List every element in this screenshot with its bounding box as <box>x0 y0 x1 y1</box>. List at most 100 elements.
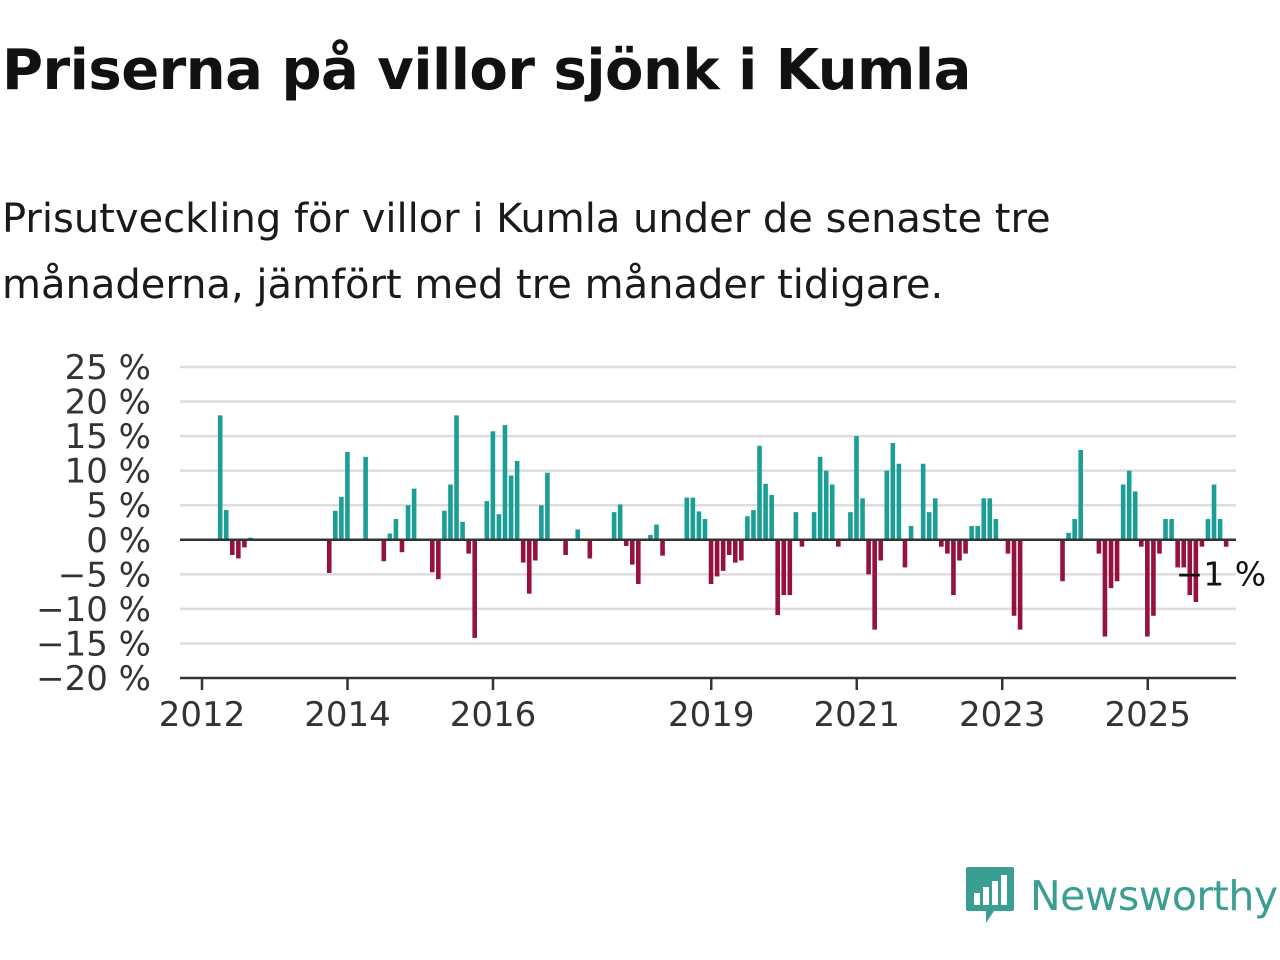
bar <box>514 460 520 540</box>
bar <box>454 415 459 540</box>
bar <box>587 539 593 559</box>
newsworthy-logo-icon <box>966 867 1014 923</box>
bar <box>872 539 877 630</box>
bar <box>751 510 756 540</box>
bar <box>223 510 229 540</box>
bar <box>539 505 544 540</box>
y-tick-label: 20 % <box>65 383 151 423</box>
bar <box>1017 539 1023 630</box>
bar <box>1199 539 1205 547</box>
bar <box>363 456 368 540</box>
bar <box>1011 539 1017 616</box>
bar <box>799 539 805 547</box>
bar <box>932 498 938 540</box>
bar <box>648 534 653 540</box>
bar <box>793 512 799 540</box>
bar <box>466 539 471 554</box>
bar <box>333 510 338 540</box>
bar <box>726 539 732 555</box>
bar <box>1145 539 1150 637</box>
x-tick-label: 2016 <box>450 695 537 735</box>
y-tick-label: −20 % <box>36 659 151 699</box>
bar <box>575 529 581 540</box>
bar <box>739 539 744 561</box>
bar <box>1169 519 1174 540</box>
bar <box>611 512 617 540</box>
bar <box>787 539 793 596</box>
bar <box>654 524 659 540</box>
y-tick-label: −15 % <box>36 624 151 664</box>
bar <box>690 497 696 540</box>
bar <box>945 539 950 554</box>
bar <box>745 516 750 540</box>
last-value-label: −1 % <box>1176 554 1267 593</box>
x-tick-label: 2014 <box>304 695 391 735</box>
bar <box>236 539 241 559</box>
bar <box>484 501 490 540</box>
bar <box>1193 539 1199 602</box>
bar <box>823 470 829 540</box>
bar <box>1217 519 1223 540</box>
bar <box>854 436 859 540</box>
bar <box>636 539 641 585</box>
bar <box>563 539 568 555</box>
bar <box>345 452 350 540</box>
bar <box>829 484 835 540</box>
bar <box>1223 539 1229 547</box>
bar <box>1181 539 1187 568</box>
chart-title: Priserna på villor sjönk i Kumla <box>2 38 971 103</box>
bar <box>896 463 902 540</box>
y-tick-label: 10 % <box>65 452 151 492</box>
bar <box>884 470 890 540</box>
bar <box>242 539 247 548</box>
bar <box>393 519 399 540</box>
bar <box>533 539 538 561</box>
bar <box>878 539 884 561</box>
bar <box>660 539 665 556</box>
bar <box>993 519 999 540</box>
x-tick-label: 2012 <box>159 695 246 735</box>
bar <box>848 512 853 540</box>
bar <box>1157 539 1162 554</box>
bar <box>1163 519 1168 540</box>
bar <box>684 497 690 540</box>
y-tick-label: 0 % <box>86 521 151 561</box>
bar <box>963 539 968 554</box>
price-change-bar-chart: 25 %20 %15 %10 %5 %0 %−5 %−10 %−15 %−20 … <box>36 348 1267 735</box>
bar <box>890 443 896 540</box>
bar <box>1139 539 1144 547</box>
bar <box>502 425 508 540</box>
newsworthy-logo: Newsworthy <box>964 864 1278 928</box>
bar <box>436 539 441 580</box>
x-tick-label: 2019 <box>668 695 755 735</box>
bar <box>339 496 344 540</box>
bar <box>429 539 435 573</box>
bar <box>472 539 477 638</box>
bar <box>732 539 738 563</box>
bar <box>1120 484 1126 540</box>
bar <box>714 539 720 577</box>
bar <box>763 483 768 540</box>
chart-subtitle: Prisutveckling för villor i Kumla under … <box>2 196 1051 308</box>
bar <box>520 539 526 563</box>
bar <box>975 525 980 540</box>
bar <box>629 539 635 565</box>
bar <box>623 539 629 546</box>
bar <box>448 484 453 540</box>
bar <box>702 519 708 540</box>
bar <box>769 494 774 540</box>
bar <box>1132 491 1138 540</box>
bar <box>836 539 841 547</box>
bar <box>1114 539 1120 582</box>
y-tick-label: −10 % <box>36 590 151 630</box>
bar <box>902 539 908 568</box>
bar <box>526 539 532 594</box>
bar <box>757 445 762 540</box>
bar <box>326 539 332 573</box>
x-axis-ticks: 2012 2014 2016 2019 2021 2023 2025 <box>159 678 1191 735</box>
bar <box>939 539 944 547</box>
bar <box>860 498 865 540</box>
bar <box>1060 539 1065 582</box>
bar <box>496 514 502 540</box>
bar <box>987 498 993 540</box>
